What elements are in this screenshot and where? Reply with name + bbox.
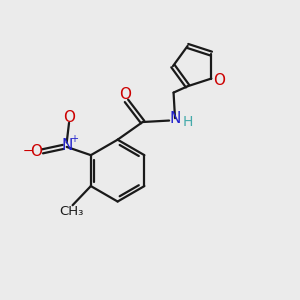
Text: CH₃: CH₃ <box>59 205 83 218</box>
Text: H: H <box>182 115 193 129</box>
Text: +: + <box>70 134 78 144</box>
Text: O: O <box>119 87 131 102</box>
Text: O: O <box>63 110 75 125</box>
Text: N: N <box>61 138 72 153</box>
Text: O: O <box>214 73 226 88</box>
Text: O: O <box>30 144 42 159</box>
Text: N: N <box>169 111 181 126</box>
Text: −: − <box>22 145 33 158</box>
